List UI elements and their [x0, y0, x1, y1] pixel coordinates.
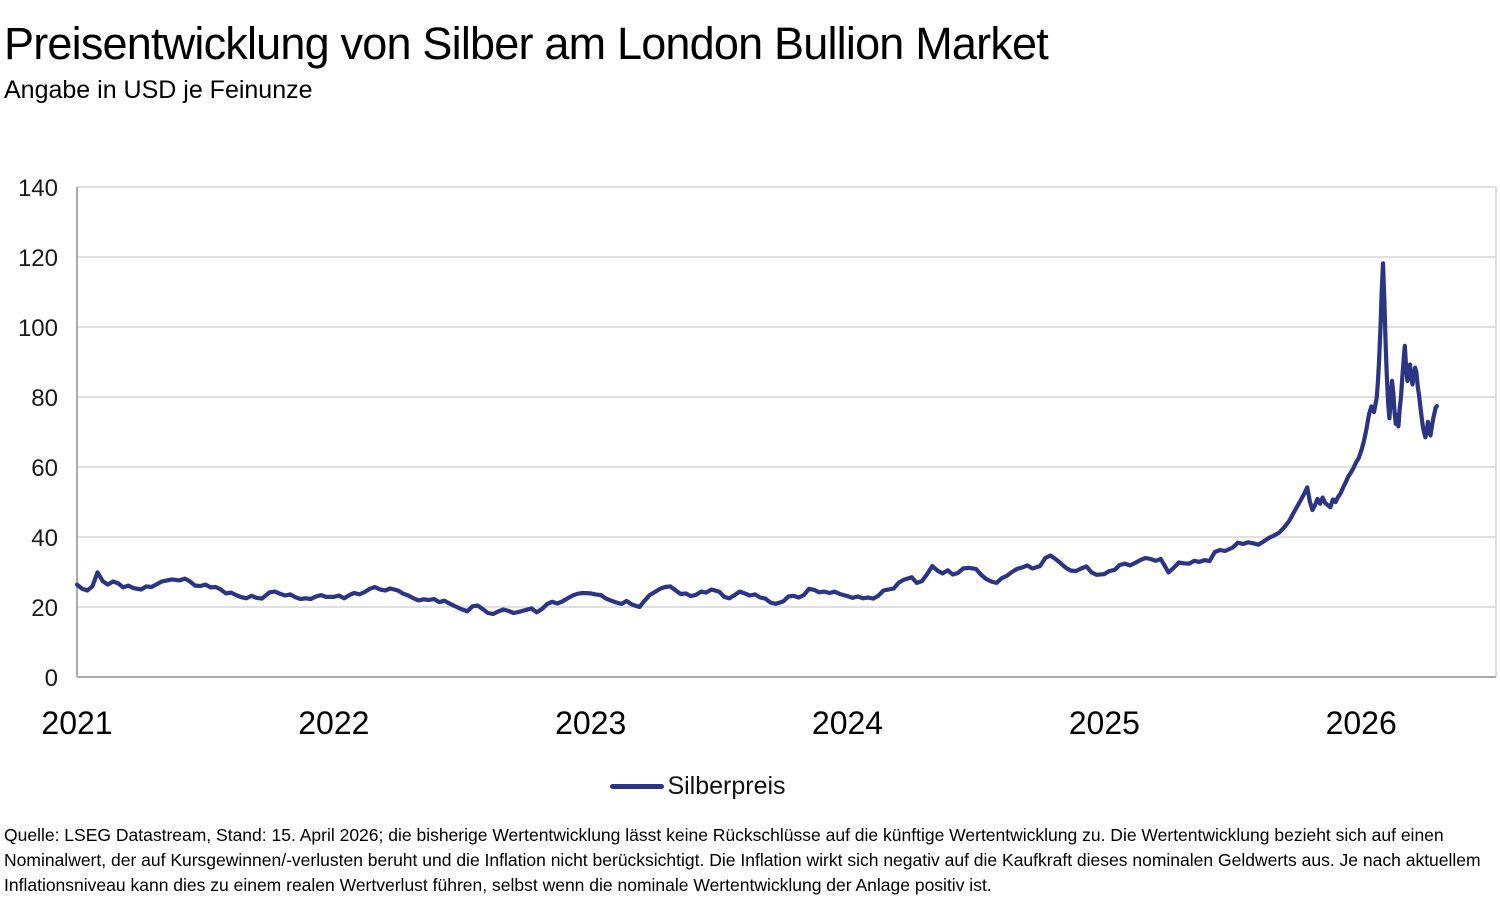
- x-tick-label-2025: 2025: [1069, 705, 1140, 741]
- x-tick-label-2026: 2026: [1326, 705, 1397, 741]
- y-tick-label-120: 120: [18, 245, 58, 272]
- y-tick-label-20: 20: [31, 595, 58, 622]
- y-tick-label-80: 80: [31, 385, 58, 412]
- x-tick-label-2024: 2024: [812, 705, 883, 741]
- page-title: Preisentwicklung von Silber am London Bu…: [4, 18, 1049, 69]
- legend-line-swatch: [610, 784, 665, 789]
- y-tick-label-40: 40: [31, 525, 58, 552]
- x-tick-label-2022: 2022: [298, 705, 369, 741]
- y-tick-label-100: 100: [18, 315, 58, 342]
- y-tick-label-0: 0: [45, 665, 58, 692]
- x-tick-label-2023: 2023: [555, 705, 626, 741]
- legend-label: Silberpreis: [667, 772, 786, 800]
- page-subtitle: Angabe in USD je Feinunze: [4, 76, 313, 104]
- x-tick-label-2021: 2021: [41, 705, 112, 741]
- silberpreis-line: [74, 261, 1440, 617]
- source-disclaimer: Quelle: LSEG Datastream, Stand: 15. Apri…: [4, 825, 1481, 895]
- y-tick-label-60: 60: [31, 455, 58, 482]
- chart-legend: Silberpreis: [0, 772, 1448, 801]
- y-tick-label-140: 140: [18, 175, 58, 202]
